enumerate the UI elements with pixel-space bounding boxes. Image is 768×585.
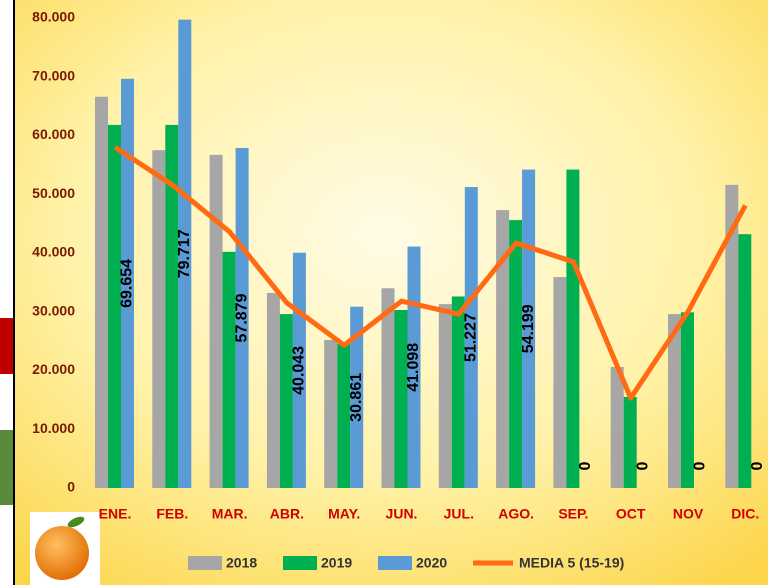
bar	[738, 234, 751, 488]
bar	[95, 97, 108, 488]
x-tick-label: FEB.	[156, 506, 188, 522]
y-tick-label: 10.000	[32, 420, 75, 436]
legend-label: 2020	[416, 555, 447, 571]
y-tick-label: 80.000	[32, 9, 75, 25]
y-tick-label: 30.000	[32, 302, 75, 318]
value-label: 0	[634, 461, 651, 470]
y-tick-label: 70.000	[32, 67, 75, 83]
x-tick-label: MAY.	[328, 506, 360, 522]
bar	[553, 277, 566, 488]
bar	[280, 314, 293, 488]
y-tick-label: 20.000	[32, 361, 75, 377]
orange-image	[30, 512, 100, 585]
value-label: 41.098	[405, 343, 422, 392]
x-tick-label: ABR.	[270, 506, 304, 522]
x-tick-label: OCT	[616, 506, 646, 522]
bar	[566, 170, 579, 488]
x-tick-label: SEP.	[558, 506, 588, 522]
left-edge	[0, 0, 14, 585]
x-tick-label: NOV	[673, 506, 704, 522]
legend-label: MEDIA 5 (15-19)	[519, 555, 624, 571]
y-tick-label: 0	[67, 479, 75, 495]
chart: 0 10.000 20.000 30.000 40.000 50.000 60.000 70.…	[0, 0, 768, 585]
value-label: 54.199	[520, 304, 537, 353]
x-tick-label: JUN.	[386, 506, 418, 522]
legend-swatch	[188, 556, 222, 570]
value-label: 69.654	[119, 259, 136, 308]
value-label: 0	[749, 461, 766, 470]
bar	[324, 340, 337, 488]
bar	[624, 397, 637, 488]
bar	[611, 367, 624, 488]
value-label: 51.227	[463, 313, 480, 362]
value-label: 0	[577, 461, 594, 470]
value-label: 30.861	[348, 373, 365, 422]
legend-label: 2018	[226, 555, 257, 571]
x-tick-label: AGO.	[498, 506, 534, 522]
y-tick-label: 50.000	[32, 185, 75, 201]
value-label: 0	[692, 461, 709, 470]
y-tick-label: 60.000	[32, 126, 75, 142]
bar	[382, 288, 395, 488]
bar	[152, 150, 165, 488]
value-label: 40.043	[291, 346, 308, 395]
x-tick-label: ENE.	[99, 506, 132, 522]
x-tick-label: MAR.	[212, 506, 248, 522]
bar	[223, 252, 236, 488]
y-tick-label: 40.000	[32, 244, 75, 260]
x-tick-label: JUL.	[444, 506, 474, 522]
value-label: 79.717	[176, 229, 193, 278]
bar	[395, 310, 408, 488]
bar	[210, 155, 223, 488]
bar	[439, 304, 452, 488]
x-tick-label: DIC.	[731, 506, 759, 522]
value-label: 57.879	[233, 293, 250, 342]
legend-swatch	[283, 556, 317, 570]
bar	[267, 293, 280, 488]
legend-label: 2019	[321, 555, 352, 571]
legend-swatch	[378, 556, 412, 570]
